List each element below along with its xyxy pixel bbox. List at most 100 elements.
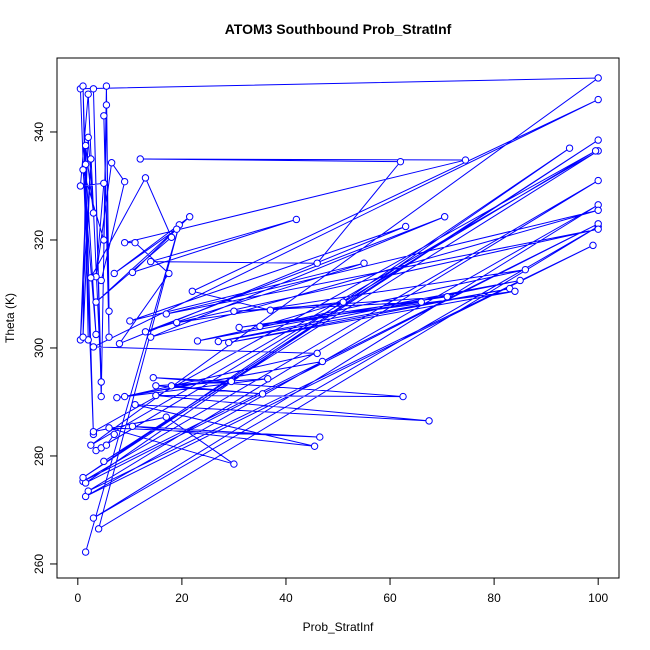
data-point — [396, 157, 405, 166]
data-point — [162, 310, 170, 318]
data-point — [126, 317, 134, 325]
data-point — [594, 206, 602, 214]
data-point — [214, 337, 223, 346]
data-point — [87, 274, 95, 282]
data-point — [399, 392, 407, 401]
data-point — [516, 276, 524, 285]
data-point — [102, 82, 111, 90]
x-tick-label: 60 — [383, 591, 397, 605]
data-point — [172, 318, 181, 327]
data-point — [401, 222, 410, 231]
data-point — [152, 382, 160, 390]
data-point — [594, 74, 602, 82]
data-point — [152, 391, 160, 400]
data-point — [440, 213, 449, 221]
data-point — [100, 179, 108, 187]
data-point — [443, 292, 451, 301]
data-point — [102, 101, 111, 109]
data-point — [360, 259, 368, 267]
data-point — [227, 377, 236, 386]
x-tick-label: 80 — [487, 591, 501, 605]
data-point — [185, 213, 194, 221]
data-point — [521, 265, 530, 274]
data-point — [235, 323, 243, 332]
data-point — [258, 390, 267, 398]
data-point — [417, 298, 425, 306]
data-point — [89, 343, 98, 351]
data-point — [79, 333, 87, 341]
data-point — [97, 276, 105, 285]
data-point — [316, 433, 324, 441]
x-tick-label: 20 — [175, 591, 189, 605]
data-point — [97, 392, 105, 401]
data-point — [100, 457, 108, 466]
chart-title: ATOM3 Southbound Prob_StratInf — [225, 21, 452, 37]
data-point — [84, 133, 92, 142]
data-point — [461, 156, 470, 164]
data-point — [149, 373, 157, 382]
data-point — [313, 349, 321, 358]
data-point — [425, 417, 433, 425]
data-point — [110, 430, 118, 439]
data-point — [92, 298, 100, 306]
data-point — [193, 337, 202, 345]
data-point — [100, 112, 108, 120]
data-point — [94, 525, 103, 533]
data-point — [128, 268, 137, 277]
data-point — [136, 155, 144, 163]
data-point — [97, 378, 105, 386]
x-tick-label: 0 — [74, 591, 81, 605]
plot-frame — [56, 57, 620, 579]
data-point — [589, 241, 597, 250]
data-point — [84, 487, 92, 495]
data-point — [115, 339, 124, 348]
data-point — [565, 144, 574, 152]
data-point — [113, 393, 121, 402]
data-point — [230, 460, 238, 468]
y-tick-label: 260 — [32, 554, 46, 574]
data-point — [89, 85, 98, 93]
data-point — [318, 357, 327, 366]
y-tick-label: 300 — [32, 338, 46, 358]
x-tick-label: 100 — [588, 591, 608, 605]
data-point — [102, 441, 111, 449]
data-point — [188, 287, 196, 295]
data-point — [89, 514, 98, 522]
data-point — [266, 306, 275, 314]
data-point — [81, 141, 90, 150]
data-point — [256, 322, 264, 331]
data-point — [339, 298, 347, 306]
data-point — [76, 182, 85, 190]
data-point — [310, 442, 319, 450]
data-point — [79, 473, 87, 482]
data-point — [591, 147, 600, 155]
data-point — [594, 225, 602, 233]
data-point — [105, 333, 113, 341]
y-tick-label: 280 — [32, 446, 46, 466]
y-tick-label: 320 — [32, 230, 46, 250]
x-tick-label: 40 — [279, 591, 293, 605]
data-point — [167, 382, 176, 390]
data-point — [264, 375, 272, 383]
data-point — [511, 287, 519, 295]
data-point — [81, 548, 90, 556]
data-point — [110, 269, 118, 278]
x-axis-label: Prob_StratInf — [303, 620, 374, 634]
data-point — [128, 422, 137, 430]
y-tick-label: 340 — [32, 122, 46, 142]
data-point — [120, 177, 129, 186]
data-point — [79, 82, 87, 90]
data-point — [141, 328, 150, 336]
data-point — [92, 330, 100, 339]
data-point — [120, 392, 129, 401]
data-point — [87, 441, 95, 449]
data-point — [594, 95, 602, 104]
data-point — [120, 238, 129, 247]
data-point — [107, 159, 116, 167]
data-point — [131, 400, 139, 409]
data-point — [146, 257, 155, 266]
data-point — [79, 166, 87, 174]
data-point — [172, 225, 181, 233]
data-point — [594, 136, 602, 144]
